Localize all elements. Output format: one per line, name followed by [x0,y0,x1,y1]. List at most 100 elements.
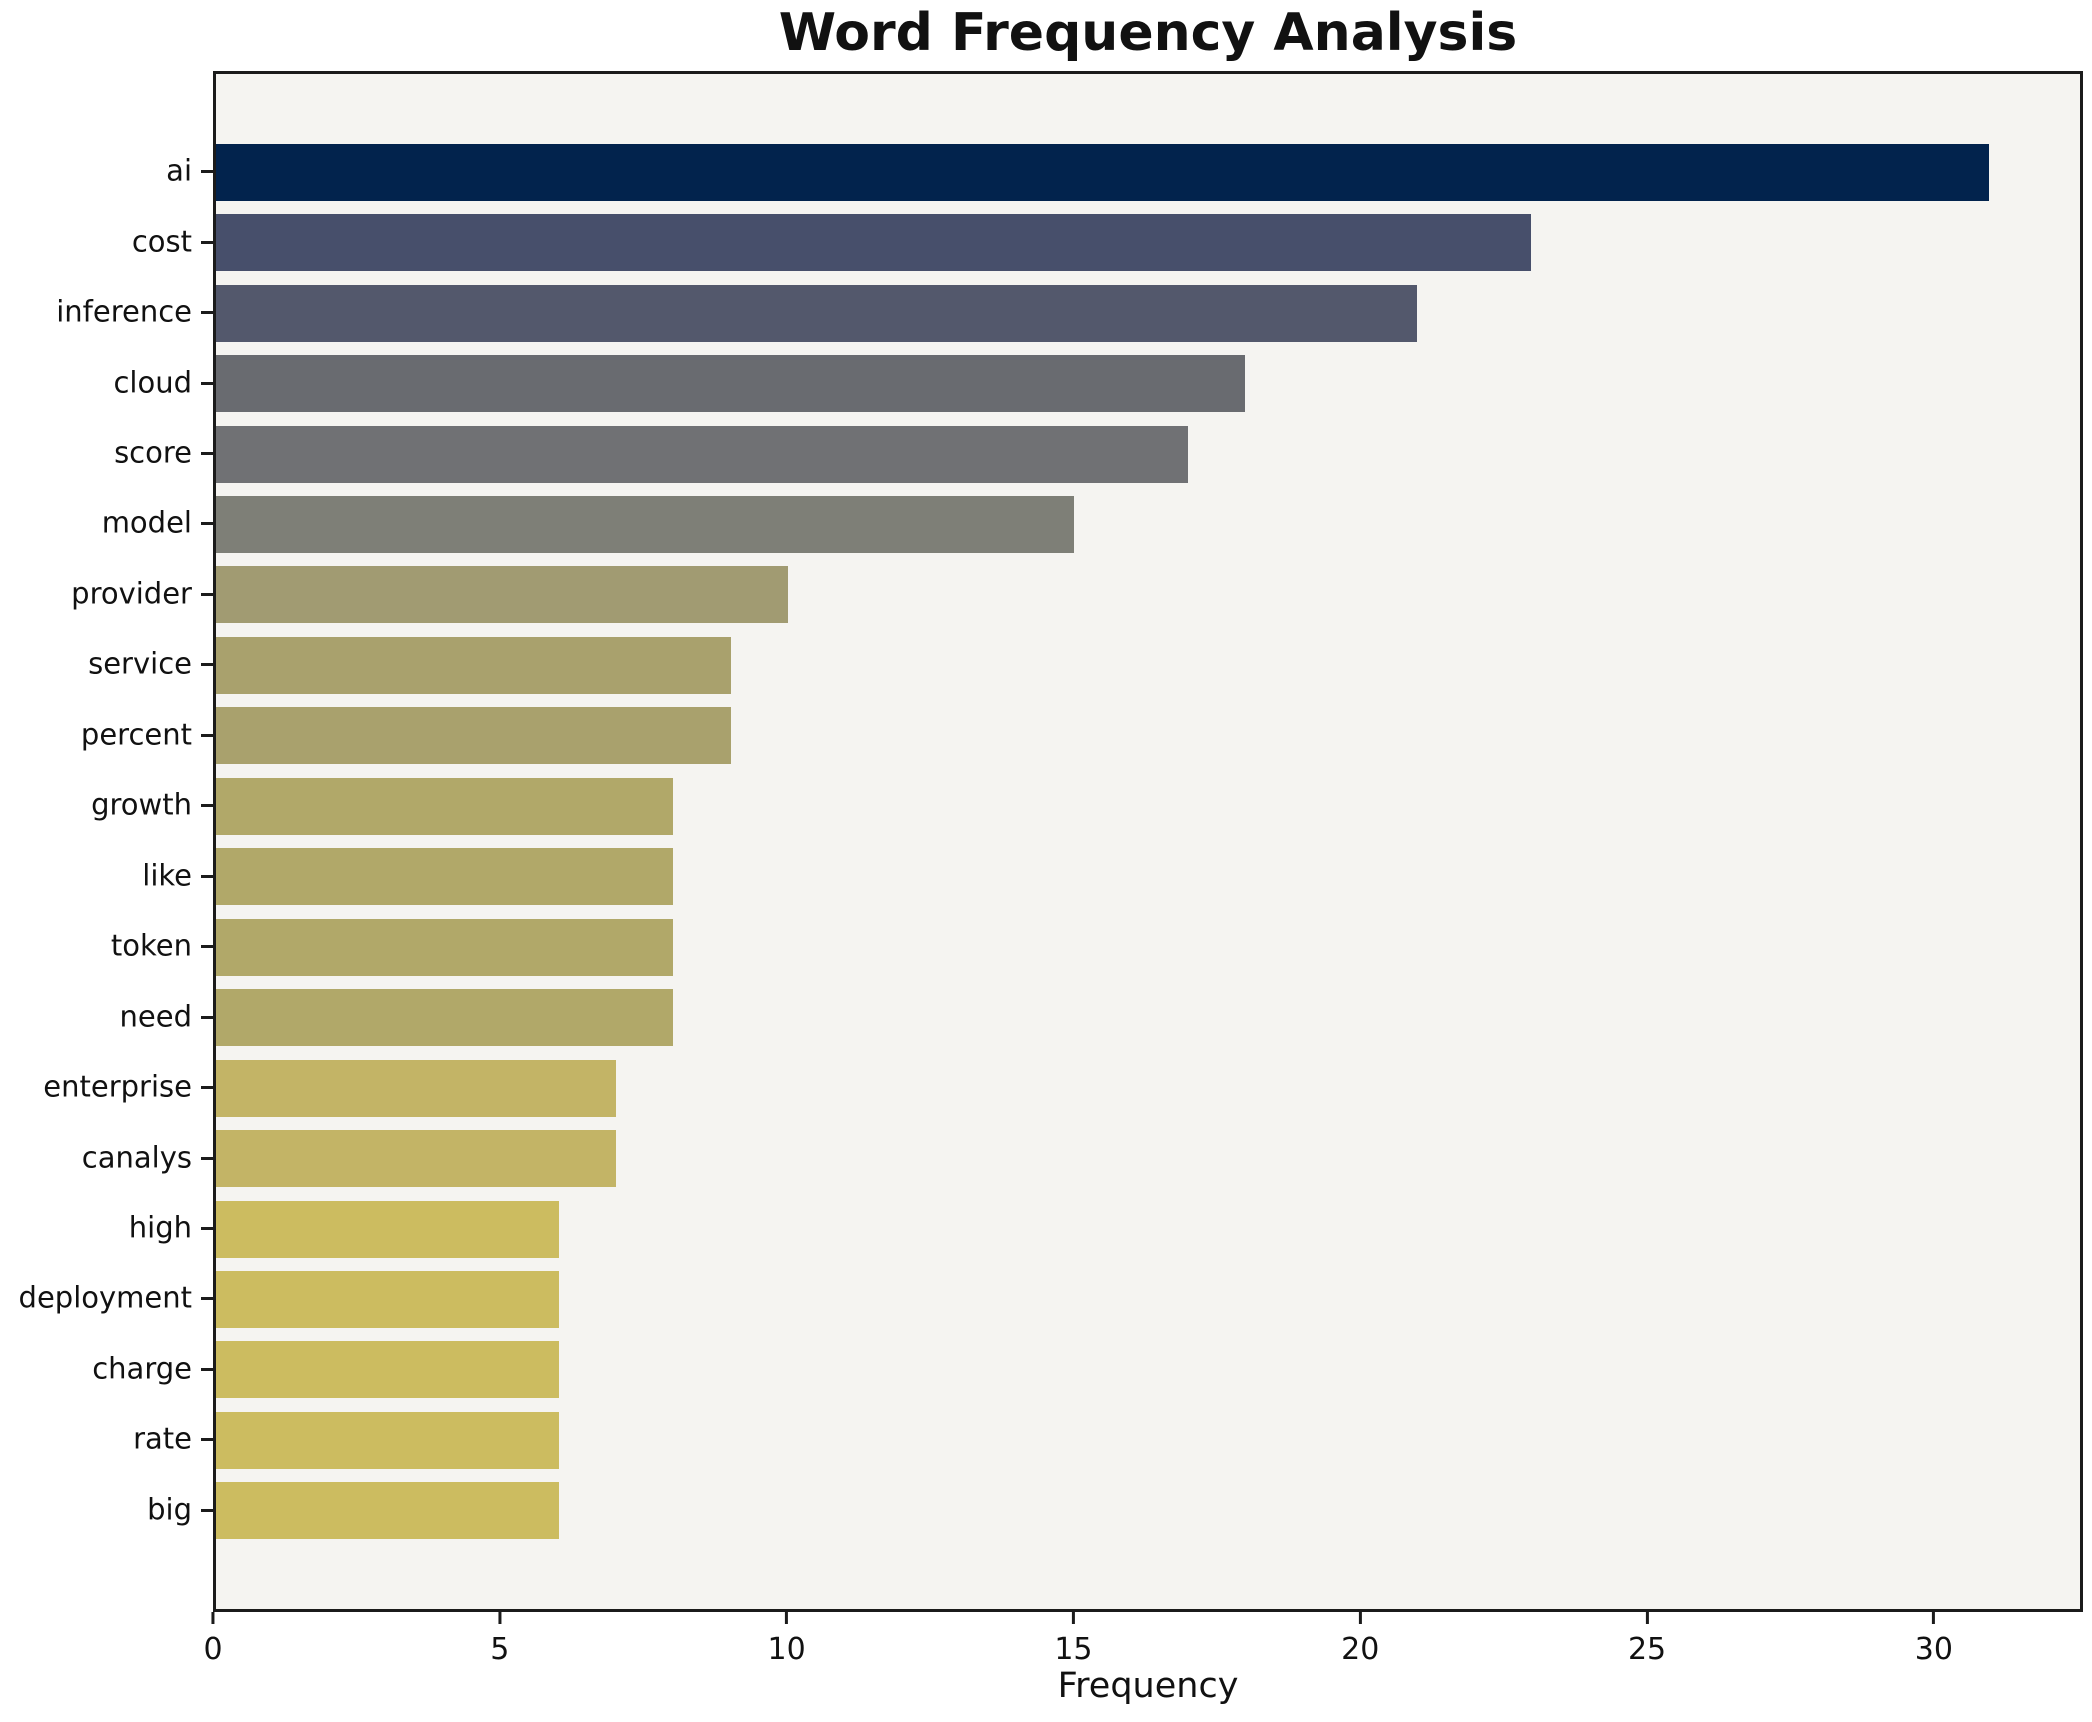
y-tick-label: score [114,435,192,470]
y-tick-label: ai [166,153,192,188]
x-tick-label: 30 [1914,1632,1953,1667]
bar-row: token [111,912,2080,982]
bar [216,284,1417,342]
bar [216,143,1989,201]
bar [216,1200,560,1258]
x-tick: 10 [768,1612,806,1667]
bar-row: inference [56,278,2080,348]
y-tick-mark [201,804,213,808]
y-tick-mark [201,1508,213,1512]
x-tick-label: 25 [1627,1632,1667,1667]
y-tick-label: cloud [113,365,192,400]
bar [216,918,674,976]
x-tick: 25 [1628,1612,1666,1667]
bar-row: need [120,982,2080,1052]
bar [216,355,1246,413]
y-tick-mark [201,170,213,174]
x-tick: 5 [490,1612,509,1667]
bar-row: high [129,1194,2080,1264]
bar-row: cloud [113,348,2080,418]
y-tick-mark [201,381,213,385]
bar [216,1482,560,1540]
y-tick-mark [201,311,213,315]
y-tick-label: inference [56,294,192,329]
chart-title: Word Frequency Analysis [778,3,1518,63]
y-tick-mark [201,945,213,949]
bar-row: model [102,489,2080,559]
bar-row: canalys [82,1123,2080,1193]
bar-row: charge [92,1335,2080,1405]
x-axis: 0 5 10 15 20 25 30 [203,1612,2083,1682]
bar [216,707,731,765]
y-tick-label: provider [71,576,192,611]
y-tick-mark [201,1156,213,1160]
y-tick-mark [201,1086,213,1090]
y-tick-label: like [142,858,192,893]
bar [216,495,1074,553]
x-tick-mark [1932,1612,1936,1624]
bar [216,214,1532,272]
y-tick-label: percent [80,717,192,752]
bar [216,1270,560,1328]
bar [216,1341,560,1399]
bar-row: percent [81,701,2080,771]
bar [216,566,788,624]
x-tick-label: 15 [1054,1632,1093,1667]
bar [216,1059,617,1117]
y-tick-label: growth [91,787,192,822]
y-tick-label: model [101,506,192,541]
bar-row: cost [132,207,2080,277]
bar [216,989,674,1047]
bar [216,777,674,835]
bar-row: enterprise [43,1053,2080,1123]
bar-row: rate [133,1405,2080,1475]
y-tick-mark [201,1227,213,1231]
y-tick-mark [201,452,213,456]
y-tick-mark [201,522,213,526]
bar-row: ai [166,137,2080,207]
bar-row: like [142,842,2080,912]
bar-row: growth [91,771,2080,841]
y-tick-label: big [147,1492,192,1527]
y-tick-label: high [128,1210,192,1245]
y-tick-label: charge [92,1351,192,1386]
bar [216,1130,617,1188]
bar [216,636,731,694]
y-tick-mark [201,663,213,667]
x-tick-mark [1358,1612,1362,1624]
y-tick-mark [201,733,213,737]
y-tick-mark [201,1438,213,1442]
y-tick-label: enterprise [43,1069,192,1104]
x-tick-mark [211,1612,215,1624]
y-tick-mark [201,592,213,596]
x-tick-mark [1071,1612,1075,1624]
bar-row: service [88,630,2080,700]
y-tick-label: rate [133,1422,192,1457]
plot-area: ai cost inference cloud score model provider se… [19,71,2083,1612]
x-tick-label: 20 [1341,1632,1380,1667]
bar-row: score [114,419,2080,489]
y-tick-label: token [110,928,192,963]
y-tick-label: cost [131,224,192,259]
bar [216,425,1189,483]
y-tick-mark [201,1367,213,1371]
bar-row: deployment [19,1264,2080,1334]
x-tick: 0 [203,1612,223,1667]
y-tick-label: canalys [81,1140,192,1175]
x-tick-mark [498,1612,502,1624]
y-tick-mark [201,874,213,878]
bars-container: ai cost inference cloud score model provider se… [19,74,2080,1609]
bar-row: big [147,1476,2080,1546]
y-tick-label: deployment [18,1281,192,1316]
x-axis-label: Frequency [1057,1666,1239,1706]
bar-row: provider [71,560,2080,630]
y-tick-mark [201,1015,213,1019]
x-tick: 30 [1915,1612,1953,1667]
y-tick-mark [201,1297,213,1301]
bar [216,1411,560,1469]
x-tick-mark [785,1612,789,1624]
x-tick: 20 [1341,1612,1379,1667]
x-tick-label: 5 [490,1632,510,1667]
x-tick: 15 [1054,1612,1093,1667]
